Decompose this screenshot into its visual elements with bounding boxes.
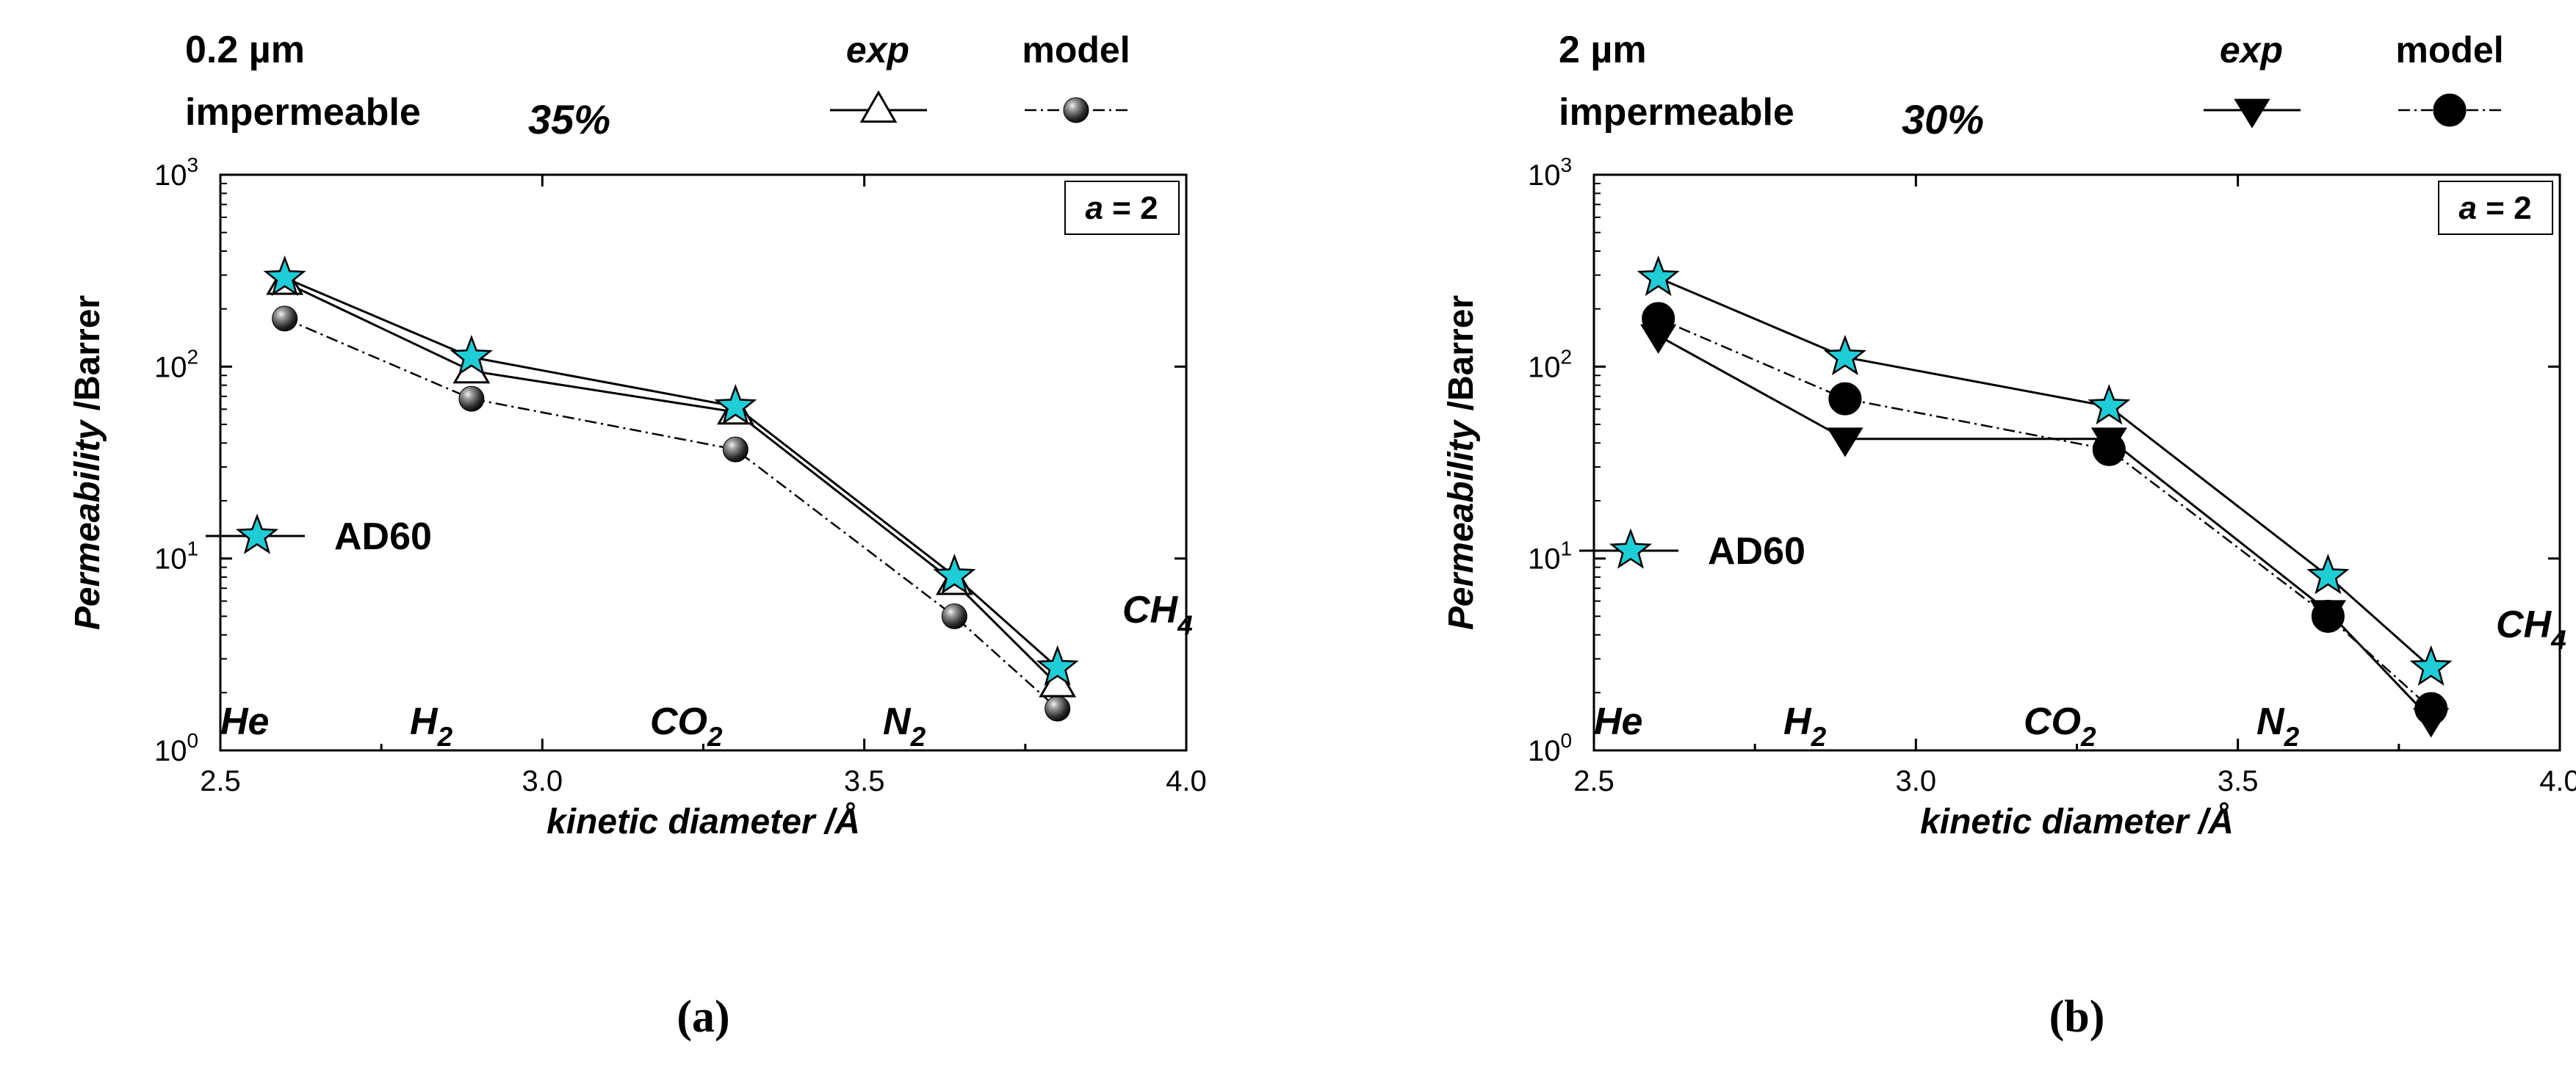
y-tick-label: 101 bbox=[1528, 537, 1572, 576]
gas-label-co2: CO2 bbox=[650, 700, 723, 752]
param-box bbox=[2438, 181, 2553, 235]
series-ad60-point bbox=[2088, 384, 2131, 425]
series-model-point bbox=[1045, 695, 1071, 722]
series-model-point bbox=[941, 603, 967, 629]
gas-label-h2: H2 bbox=[1783, 700, 1827, 752]
gas-label-ch4: CH4 bbox=[1122, 589, 1193, 640]
panel-label: (b) bbox=[2049, 992, 2105, 1042]
series-exp-point bbox=[2090, 427, 2127, 457]
header-note: impermeable bbox=[185, 91, 421, 134]
series-ad60-point bbox=[933, 554, 976, 595]
x-axis-label: kinetic diameter /Å bbox=[546, 802, 860, 841]
param-label: a = 2 bbox=[1085, 190, 1158, 226]
y-axis-label: Permeability /Barrer bbox=[1442, 295, 1481, 630]
gas-label-h2: H2 bbox=[410, 700, 453, 752]
x-tick-label: 2.5 bbox=[1573, 765, 1614, 797]
legend-model-label: model bbox=[1022, 29, 1130, 70]
legend-ad60-marker bbox=[235, 513, 279, 554]
y-axis-label: Permeability /Barrer bbox=[68, 295, 107, 630]
y-tick-label: 100 bbox=[1528, 729, 1572, 767]
y-tick-label: 102 bbox=[154, 345, 198, 383]
legend-exp-marker bbox=[859, 90, 898, 123]
param-label: a = 2 bbox=[2458, 190, 2531, 226]
legend-exp-marker bbox=[2234, 98, 2270, 128]
series-ad60-point bbox=[1823, 334, 1866, 376]
series-ad60-point bbox=[2306, 554, 2350, 595]
header-thickness: 0.2 µm bbox=[185, 29, 305, 71]
legend-model-marker bbox=[2433, 93, 2467, 127]
header-percent: 30% bbox=[1902, 96, 1984, 142]
series-model-point bbox=[722, 436, 748, 463]
y-tick-label: 103 bbox=[154, 153, 198, 192]
param-box bbox=[1064, 181, 1180, 235]
series-ad60-point bbox=[1637, 255, 1680, 297]
legend-ad60-label: AD60 bbox=[334, 515, 432, 558]
gas-label-n2: N2 bbox=[883, 700, 926, 752]
legend-exp-label: exp bbox=[2220, 29, 2283, 70]
series-model-point bbox=[1828, 382, 1862, 416]
legend-model-marker bbox=[1063, 97, 1089, 123]
header-thickness: 2 µm bbox=[1559, 29, 1647, 71]
legend-ad60-marker bbox=[1609, 528, 1653, 569]
x-tick-label: 3.0 bbox=[522, 765, 563, 797]
legend-exp-label: exp bbox=[846, 29, 909, 70]
series-model-line bbox=[284, 317, 1058, 710]
gas-label-he: He bbox=[1594, 700, 1642, 743]
x-axis-label: kinetic diameter /Å bbox=[1920, 802, 2234, 841]
gas-label-n2: N2 bbox=[2256, 700, 2300, 752]
header-note: impermeable bbox=[1559, 91, 1794, 134]
series-exp-point bbox=[2309, 600, 2346, 630]
series-ad60-point bbox=[2409, 645, 2453, 686]
x-tick-label: 2.5 bbox=[200, 765, 241, 797]
header-percent: 35% bbox=[528, 96, 610, 142]
legend-model-label: model bbox=[2395, 29, 2503, 70]
series-ad60-point bbox=[1036, 645, 1079, 686]
series-exp-point bbox=[1827, 427, 1864, 457]
x-tick-label: 3.0 bbox=[1896, 765, 1937, 797]
y-tick-label: 102 bbox=[1528, 345, 1572, 383]
x-tick-label: 3.5 bbox=[844, 765, 885, 797]
series-ad60-point bbox=[450, 334, 493, 376]
gas-label-ch4: CH4 bbox=[2496, 604, 2566, 655]
series-ad60-point bbox=[714, 384, 757, 425]
chart-panel-b: 2.5 3.0 3.5 4.0 100 101 102 103 kinetic diameter… bbox=[1442, 29, 2576, 1042]
x-tick-label: 4.0 bbox=[2539, 765, 2576, 797]
series-model-point bbox=[272, 305, 298, 332]
series-exp-point bbox=[1640, 324, 1677, 354]
legend-ad60-label: AD60 bbox=[1708, 530, 1805, 573]
gas-label-co2: CO2 bbox=[2024, 700, 2096, 752]
series-model-line bbox=[1658, 317, 2432, 710]
series-exp-point bbox=[2413, 708, 2450, 738]
series-ad60-point bbox=[263, 255, 306, 297]
series-model-point bbox=[458, 385, 485, 412]
panel-label: (a) bbox=[677, 992, 729, 1042]
y-tick-label: 101 bbox=[154, 537, 198, 576]
x-tick-label: 4.0 bbox=[1166, 765, 1207, 797]
gas-label-he: He bbox=[220, 700, 269, 743]
x-tick-label: 3.5 bbox=[2218, 765, 2259, 797]
chart-panel-a: 2.5 3.0 3.5 4.0 100 101 102 103 kinetic diameter… bbox=[68, 29, 1207, 1042]
y-tick-label: 103 bbox=[1528, 153, 1572, 192]
series-exp-line bbox=[1657, 334, 2432, 720]
series-exp-line bbox=[284, 281, 1058, 686]
y-tick-label: 100 bbox=[154, 729, 198, 767]
